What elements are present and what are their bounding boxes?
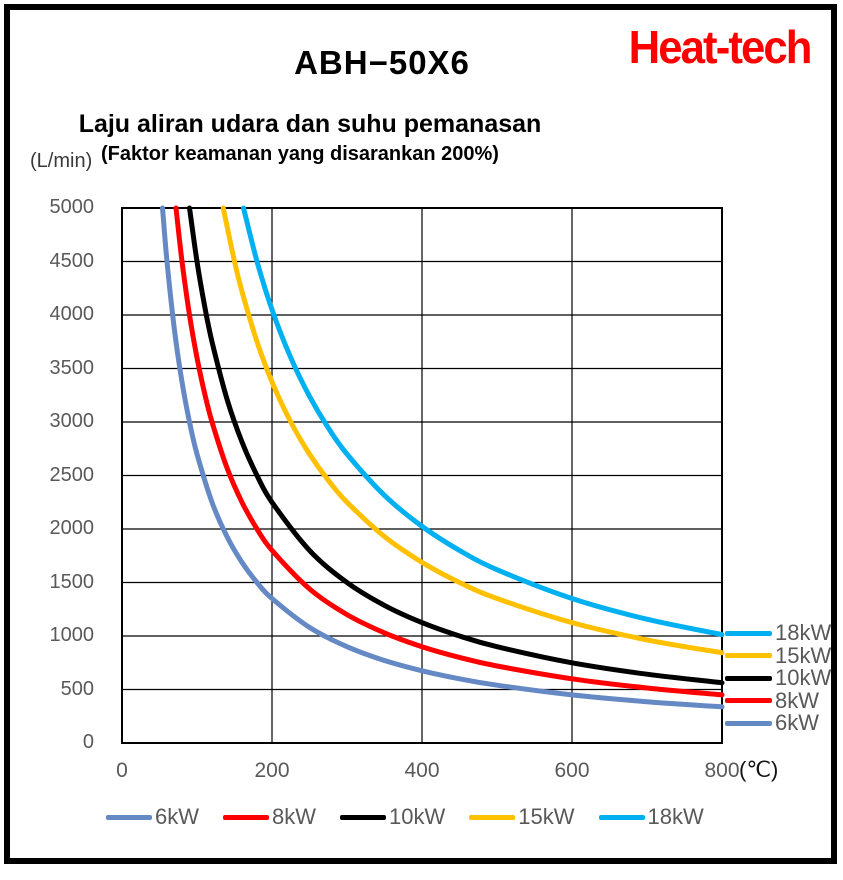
series-color-dash-icon	[725, 698, 772, 703]
series-curve-10kW	[187, 205, 725, 686]
y-tick-label: 0	[82, 731, 94, 753]
y-tick-label: 3500	[49, 356, 95, 379]
x-tick-label: 400	[404, 759, 440, 782]
series-end-label-15kW: 15kW	[725, 643, 831, 669]
legend-item-8kW: 8kW	[223, 804, 316, 830]
series-curve-18kW	[241, 205, 725, 638]
series-end-label-18kW: 18kW	[725, 620, 831, 646]
series-curve-15kW	[220, 205, 725, 656]
x-tick-label: 200	[254, 759, 290, 782]
legend-label: 10kW	[389, 804, 446, 829]
y-tick-label: 2000	[49, 517, 95, 539]
series-curve-8kW	[173, 205, 725, 698]
legend-label: 8kW	[272, 804, 316, 829]
x-tick-label: 800	[704, 759, 740, 782]
x-axis-unit-label: (℃)	[739, 757, 779, 782]
chart-subtitle: Laju aliran udara dan suhu pemanasan	[78, 110, 542, 138]
y-tick-label: 5000	[49, 196, 95, 218]
legend-swatch-icon	[469, 814, 516, 820]
series-curve-6kW	[160, 205, 725, 710]
y-tick-label: 1500	[49, 570, 95, 593]
x-tick-label: 600	[554, 759, 590, 782]
legend-item-6kW: 6kW	[106, 804, 199, 830]
series-color-dash-icon	[725, 720, 772, 726]
series-end-label-text: 10kW	[775, 665, 832, 690]
chart-safety-note: (Faktor keamanan yang disarankan 200%)	[101, 143, 499, 165]
series-end-label-10kW: 10kW	[725, 665, 831, 691]
outer-frame: Heat-tech ABH−50X6 Laju aliran udara dan…	[4, 4, 837, 864]
series-end-label-text: 18kW	[775, 620, 832, 645]
x-tick-label: 0	[116, 759, 128, 782]
series-color-dash-icon	[725, 653, 772, 658]
legend-swatch-icon	[223, 814, 269, 820]
series-end-label-text: 15kW	[775, 642, 832, 668]
page-title: ABH−50X6	[294, 44, 470, 81]
series-end-label-8kW: 8kW	[725, 688, 819, 714]
legend-label: 15kW	[518, 804, 575, 829]
series-end-label-text: 6kW	[775, 710, 819, 735]
chart-plot-area	[121, 205, 725, 744]
legend-item-15kW: 15kW	[469, 804, 575, 830]
legend-item-18kW: 18kW	[598, 804, 704, 830]
y-tick-label: 4000	[49, 303, 95, 325]
series-end-label-6kW: 6kW	[725, 710, 819, 736]
y-tick-label: 500	[60, 677, 94, 700]
y-tick-label: 3000	[49, 410, 95, 432]
legend-label: 18kW	[647, 804, 704, 829]
y-tick-label: 1000	[49, 624, 95, 646]
chart-legend: 6kW 8kW 10kW 15kW 18kW	[106, 804, 704, 830]
legend-swatch-icon	[106, 814, 152, 820]
series-end-label-text: 8kW	[775, 687, 819, 713]
plot-border	[121, 207, 723, 744]
legend-label: 6kW	[155, 804, 199, 829]
series-color-dash-icon	[725, 675, 772, 681]
y-tick-label: 4500	[49, 249, 95, 272]
series-color-dash-icon	[725, 630, 772, 636]
y-axis-unit-label: (L/min)	[30, 150, 93, 172]
legend-item-10kW: 10kW	[340, 804, 445, 830]
y-tick-label: 2500	[49, 463, 95, 486]
legend-swatch-icon	[598, 814, 645, 820]
brand-logo: Heat-tech	[628, 21, 813, 73]
legend-swatch-icon	[340, 814, 386, 820]
